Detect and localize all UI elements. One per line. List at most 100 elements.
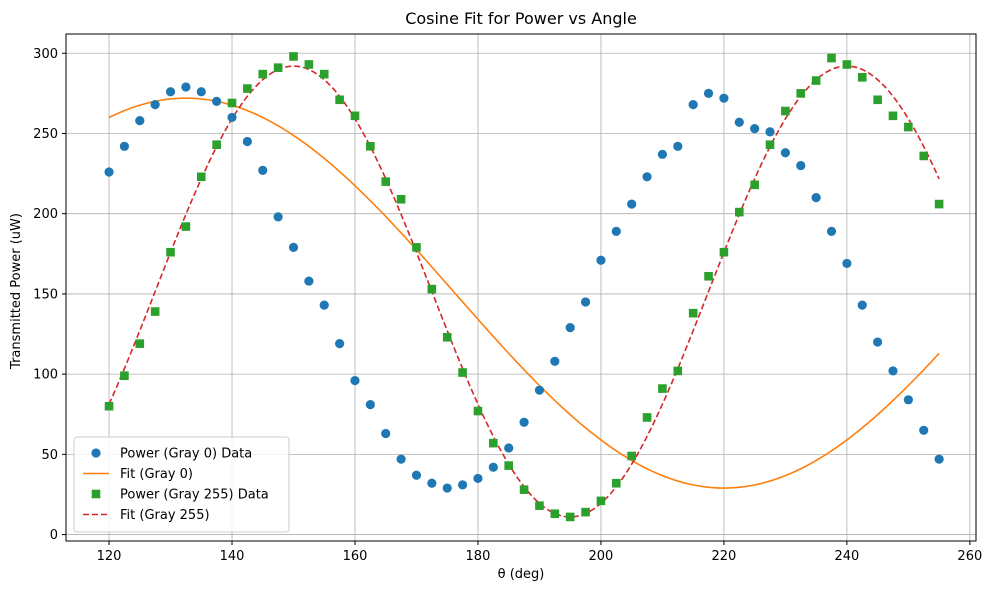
y-tick-label: 250 xyxy=(33,127,58,142)
gray0_data-point xyxy=(365,400,375,410)
gray255_data-point xyxy=(350,111,360,121)
gray255_data-point xyxy=(273,63,283,72)
gray0_data-point xyxy=(319,300,329,310)
gray0_data-point xyxy=(888,366,898,376)
gray0_data-point xyxy=(135,116,145,126)
gray255_data-point xyxy=(596,496,606,506)
legend-label: Power (Gray 0) Data xyxy=(120,447,252,462)
x-axis-label: θ (deg) xyxy=(498,567,545,582)
gray255_data-point xyxy=(442,332,452,342)
y-tick-label: 100 xyxy=(33,368,58,383)
gray255_data-point xyxy=(842,60,852,69)
y-tick-label: 300 xyxy=(33,47,58,62)
gray255_data-point xyxy=(181,222,191,231)
gray0_data-point xyxy=(519,417,529,427)
gray0_data-point xyxy=(627,199,637,209)
x-tick-label: 160 xyxy=(343,549,368,564)
gray255_data-point xyxy=(150,307,160,316)
gray0_data-point xyxy=(457,480,468,490)
gray0_data-point xyxy=(150,99,160,110)
gray255_data-point xyxy=(120,371,129,381)
y-axis-label: Transmitted Power (uW) xyxy=(9,213,24,370)
gray255_data-point xyxy=(919,151,929,161)
legend-label: Fit (Gray 255) xyxy=(120,508,210,523)
gray255_data-point xyxy=(319,69,329,79)
gray0_data-point xyxy=(473,473,483,484)
x-tick-label: 240 xyxy=(834,549,859,564)
gray255_data-point xyxy=(827,53,836,63)
legend: Power (Gray 0) Data Fit (Gray 0) Power (Gr… xyxy=(73,436,290,533)
y-tick-label: 150 xyxy=(33,287,58,302)
gray255_data-point xyxy=(396,194,406,204)
gray0_data-point xyxy=(350,375,360,386)
gray0_data-point xyxy=(826,226,837,236)
gray255_data-point xyxy=(719,247,729,257)
gray255_data-point xyxy=(750,180,759,190)
legend-square-swatch xyxy=(91,489,101,499)
gray0_data-point xyxy=(657,149,668,159)
gray0_data-point xyxy=(304,276,314,286)
gray255_data-point xyxy=(642,413,652,422)
gray255_data-point xyxy=(673,366,683,376)
gray0_data-point xyxy=(488,462,498,472)
gray0_data-point xyxy=(580,297,591,307)
axis-ticks: 120 140 160 180 200 220 240 260 0 50 100 150 200 250 3… xyxy=(33,47,982,564)
gray0_data-point xyxy=(427,478,437,488)
gray0_data-point xyxy=(181,82,191,92)
gray0_data-point xyxy=(411,470,422,480)
gray0_data-point xyxy=(335,339,345,349)
gray255_data-point xyxy=(427,284,437,294)
gray255_data-point xyxy=(473,406,483,416)
gray255_data-point xyxy=(688,308,698,318)
gray0_data-point xyxy=(273,212,283,222)
gray255_data-point xyxy=(904,122,913,132)
gray255_data-point xyxy=(581,507,590,517)
gray255_data-point xyxy=(734,207,744,217)
gray0_data-point xyxy=(258,165,268,175)
gray0_data-point xyxy=(550,356,560,366)
y-tick-label: 200 xyxy=(33,207,58,222)
gray255_data-point xyxy=(765,140,775,150)
gray0_data-point xyxy=(227,112,237,123)
gray0_data-point xyxy=(796,160,806,171)
x-tick-label: 140 xyxy=(220,549,245,564)
gray255_data-point xyxy=(627,451,636,461)
gray255_data-point xyxy=(550,509,560,519)
gray255_data-point xyxy=(243,84,252,93)
gray255_data-point xyxy=(304,60,314,69)
gray255_data-point xyxy=(796,89,806,98)
gray255_data-point xyxy=(458,368,467,377)
gray0_data-point xyxy=(903,395,913,405)
gray0_data-point xyxy=(242,136,252,147)
gray255_data-point xyxy=(212,140,221,150)
y-tick-label: 0 xyxy=(50,528,58,543)
legend-box xyxy=(73,436,290,533)
gray0_data-point xyxy=(104,167,114,177)
gray255_data-point xyxy=(873,95,882,105)
gray255_data-point xyxy=(811,76,821,85)
gray255_data-point xyxy=(612,478,621,488)
gray0_fit-line xyxy=(108,97,940,489)
legend-label: Power (Gray 255) Data xyxy=(120,488,269,503)
x-tick-label: 120 xyxy=(97,549,122,564)
gray0_data-point xyxy=(811,193,821,203)
gray0_data-point xyxy=(196,87,206,97)
gray0_data-point xyxy=(396,454,406,464)
x-tick-label: 180 xyxy=(466,549,491,564)
gray255_data-point xyxy=(366,142,375,151)
gray0_data-point xyxy=(212,96,222,106)
gray255_data-point xyxy=(704,271,713,281)
gray0_data-point xyxy=(703,88,714,98)
plot-area-frame xyxy=(65,33,977,542)
chart-title: Cosine Fit for Power vs Angle xyxy=(405,9,637,28)
x-tick-label: 200 xyxy=(589,549,614,564)
gray255_data-point xyxy=(489,438,498,448)
gray0_data-point xyxy=(688,99,698,110)
gray0_data-point xyxy=(442,483,452,493)
gray0_data-point xyxy=(765,127,775,137)
gray0_data-point xyxy=(750,124,760,134)
gray255_data-point xyxy=(658,384,667,393)
gray255_data-point xyxy=(781,106,790,116)
gray255_data-point xyxy=(934,199,944,209)
